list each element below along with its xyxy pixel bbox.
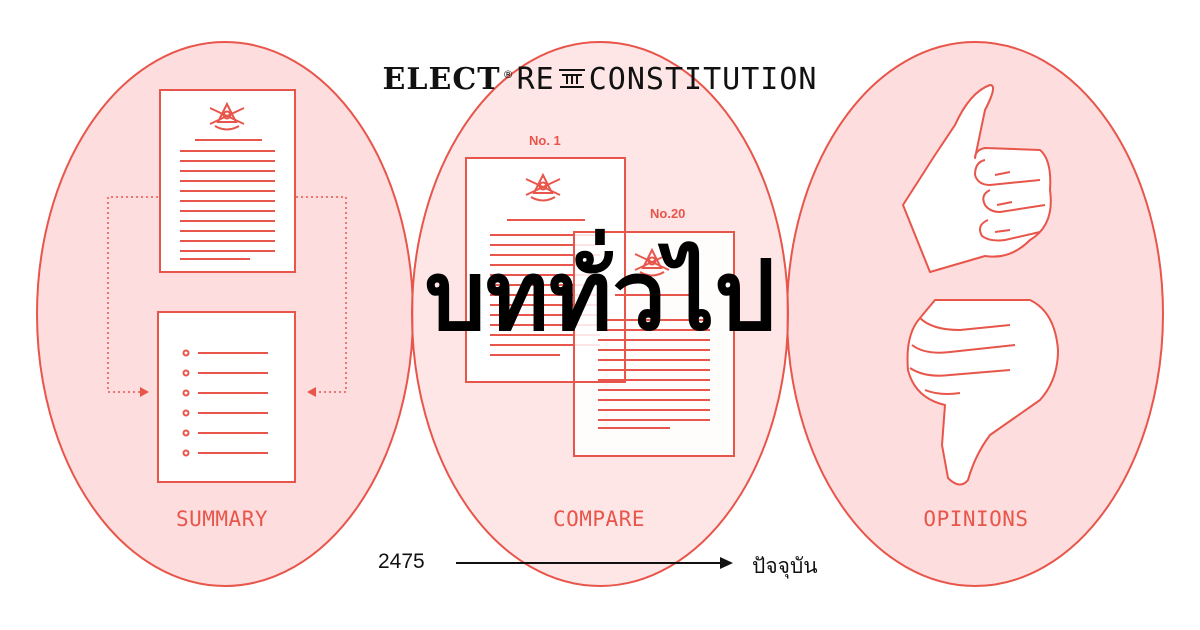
document-label-no20: No.20 bbox=[650, 206, 686, 221]
summary-document-full bbox=[159, 89, 296, 273]
timeline-start: 2475 bbox=[378, 550, 425, 573]
brand-registered-mark: ® bbox=[502, 68, 514, 81]
arrow-right-icon bbox=[140, 387, 149, 397]
document-label-no1: No. 1 bbox=[529, 133, 561, 148]
compare-document-no20 bbox=[573, 231, 735, 457]
summary-document-bullets bbox=[157, 311, 296, 483]
constitution-tray-icon bbox=[558, 69, 585, 88]
section-label-opinions: OPINIONS bbox=[923, 507, 1029, 531]
section-label-compare: COMPARE bbox=[552, 507, 645, 531]
summary-flow-arrows bbox=[107, 196, 347, 393]
section-label-summary: SUMMARY bbox=[175, 507, 268, 531]
brand-re: RE bbox=[516, 62, 555, 97]
thumbs-up-icon bbox=[902, 84, 1052, 273]
brand-constitution: CONSTITUTION bbox=[588, 62, 818, 97]
brand-logo: ELECT ® RE CONSTITUTION bbox=[0, 62, 1200, 97]
page-title: บททั่วไป bbox=[424, 240, 776, 352]
timeline-end: ปัจจุบัน bbox=[752, 555, 818, 578]
arrow-left-icon bbox=[307, 387, 316, 397]
timeline-arrow bbox=[456, 557, 733, 569]
brand-elect: ELECT bbox=[382, 62, 501, 97]
thumbs-down-icon bbox=[906, 299, 1059, 486]
